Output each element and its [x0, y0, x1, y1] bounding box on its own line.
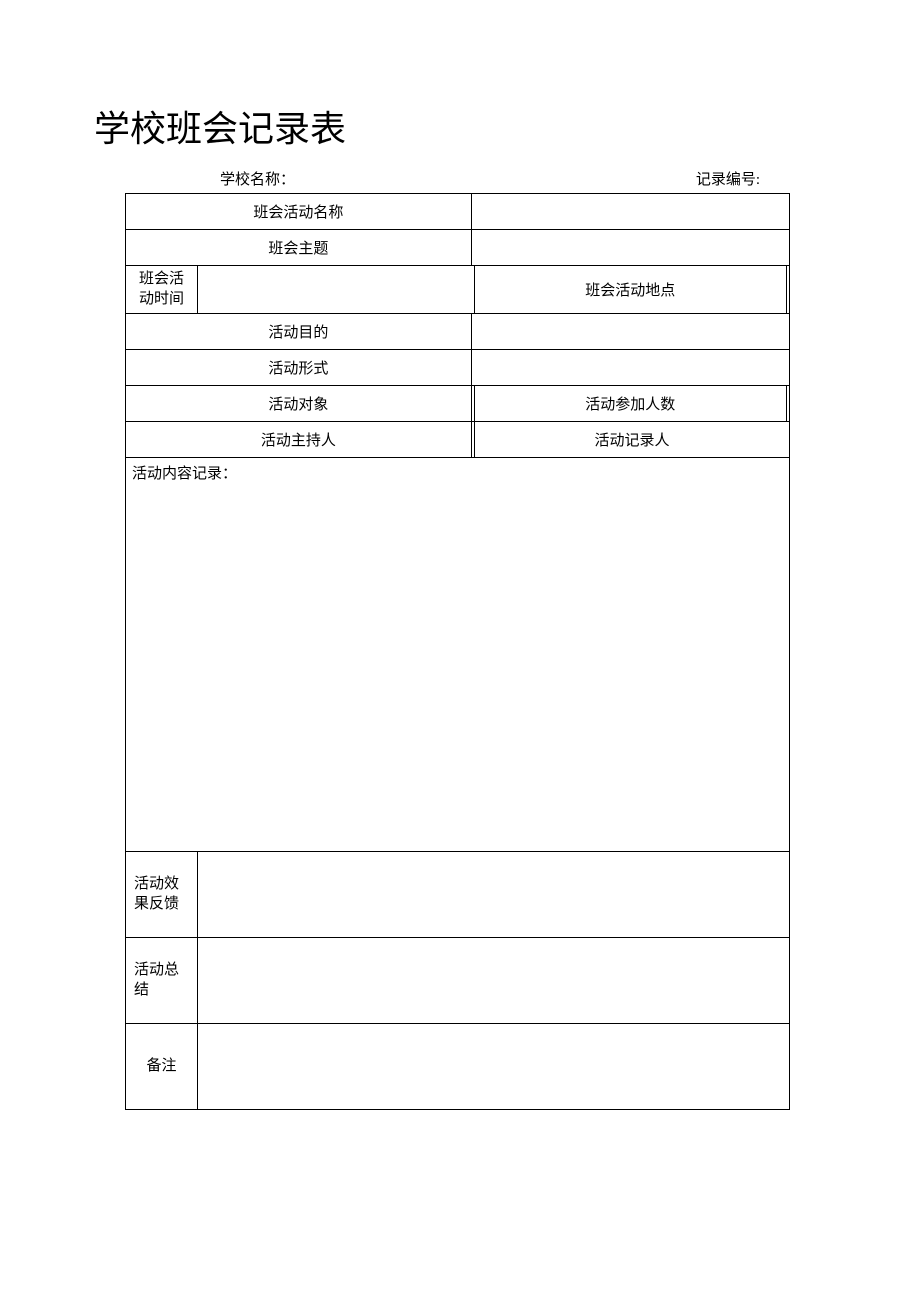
- content-record-cell[interactable]: 活动内容记录：: [126, 458, 790, 852]
- header-row: 学校名称： 记录编号:: [90, 168, 830, 189]
- page-title: 学校班会记录表: [94, 100, 830, 152]
- format-value[interactable]: [471, 350, 789, 386]
- recorder-label: 活动记录人: [475, 422, 790, 458]
- format-label: 活动形式: [126, 350, 472, 386]
- record-table: 班会活动名称 班会主题 班会活动时间 班会活动地点 活动目的 活动形式 活动对象…: [125, 193, 790, 1110]
- activity-name-label: 班会活动名称: [126, 194, 472, 230]
- remarks-label: 备注: [126, 1024, 198, 1110]
- purpose-label: 活动目的: [126, 314, 472, 350]
- school-name-label: 学校名称：: [220, 168, 295, 189]
- remarks-value[interactable]: [198, 1024, 790, 1110]
- summary-label: 活动总结: [126, 938, 198, 1024]
- theme-label: 班会主题: [126, 230, 472, 266]
- summary-value[interactable]: [198, 938, 790, 1024]
- time-label: 班会活动时间: [126, 266, 198, 314]
- content-record-label: 活动内容记录：: [132, 466, 237, 482]
- location-value[interactable]: [786, 266, 790, 314]
- target-label: 活动对象: [126, 386, 472, 422]
- activity-name-value[interactable]: [471, 194, 789, 230]
- location-label: 班会活动地点: [475, 266, 786, 314]
- feedback-value[interactable]: [198, 852, 790, 938]
- participants-label: 活动参加人数: [475, 386, 786, 422]
- time-value[interactable]: [198, 266, 475, 314]
- participants-value[interactable]: [786, 386, 790, 422]
- theme-value[interactable]: [471, 230, 789, 266]
- purpose-value[interactable]: [471, 314, 789, 350]
- record-number-label: 记录编号:: [696, 168, 830, 189]
- feedback-label: 活动效果反馈: [126, 852, 198, 938]
- host-label: 活动主持人: [126, 422, 472, 458]
